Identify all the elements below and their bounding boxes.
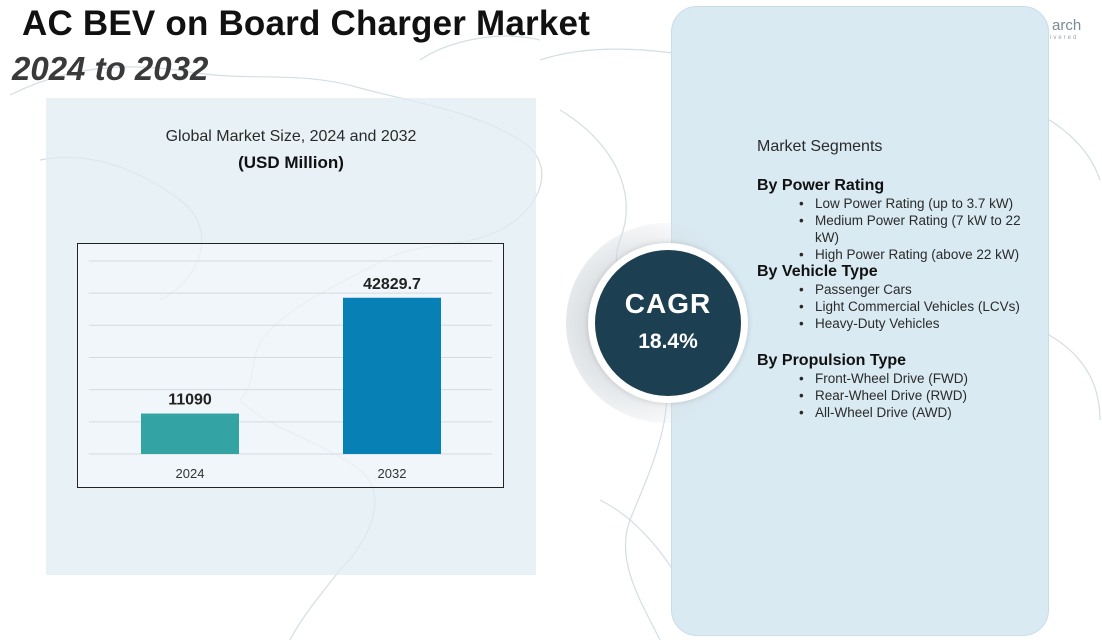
data-label-2032: 42829.7 [363, 276, 421, 293]
market-segments: Market Segments By Power Rating Low Powe… [757, 138, 1042, 421]
segment-item: Front-Wheel Drive (FWD) [799, 370, 1042, 387]
segment-item: All-Wheel Drive (AWD) [799, 404, 1042, 421]
chart-title: Global Market Size, 2024 and 2032 [165, 128, 417, 145]
segment-group-power-rating: By Power Rating [757, 177, 885, 194]
segment-item: High Power Rating (above 22 kW) [799, 246, 1042, 263]
segment-list-power-rating: Low Power Rating (up to 3.7 kW) Medium P… [757, 195, 1042, 263]
chart-panel [46, 98, 536, 575]
data-label-2024: 11090 [168, 392, 212, 409]
segment-item: Passenger Cars [799, 281, 1042, 298]
cagr-value: 18.4% [638, 330, 698, 353]
segment-group-propulsion-type: By Propulsion Type [757, 352, 907, 369]
bar-2024 [141, 413, 239, 454]
cagr-label: CAGR [624, 288, 712, 319]
page-title: AC BEV on Board Charger Market [22, 4, 591, 43]
x-tick-label-2032: 2032 [378, 466, 407, 481]
segment-list-propulsion-type: Front-Wheel Drive (FWD) Rear-Wheel Drive… [757, 370, 1042, 421]
x-tick-label-2024: 2024 [176, 466, 205, 481]
segment-group-vehicle-type: By Vehicle Type [757, 263, 878, 280]
segment-item: Medium Power Rating (7 kW to 22 kW) [799, 212, 1042, 246]
page-subtitle: 2024 to 2032 [12, 50, 209, 87]
cagr-badge: CAGR 18.4% [595, 250, 741, 396]
brand-logo-text: arch [1052, 17, 1082, 34]
bar-chart: 11090 2024 42829.7 2032 [89, 260, 492, 481]
segment-item: Heavy-Duty Vehicles [799, 315, 1042, 332]
chart-unit: (USD Million) [238, 153, 344, 172]
segments-heading: Market Segments [757, 138, 883, 155]
segment-item: Rear-Wheel Drive (RWD) [799, 387, 1042, 404]
bar-2032 [343, 297, 441, 454]
segment-list-vehicle-type: Passenger Cars Light Commercial Vehicles… [757, 281, 1042, 332]
brand-logo-tagline: ivered [1050, 35, 1079, 41]
spacer [757, 332, 1042, 352]
segment-item: Low Power Rating (up to 3.7 kW) [799, 195, 1042, 212]
segment-item: Light Commercial Vehicles (LCVs) [799, 298, 1042, 315]
